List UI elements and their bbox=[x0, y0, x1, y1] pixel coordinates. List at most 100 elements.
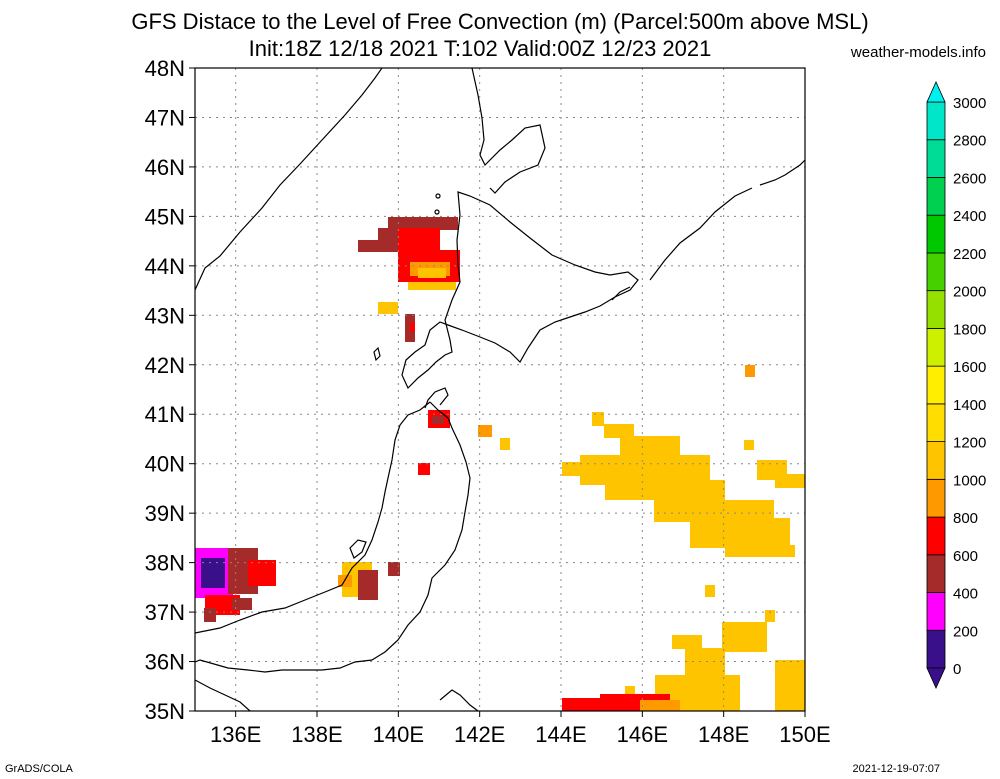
convection-cell bbox=[765, 610, 775, 622]
coastline bbox=[195, 68, 805, 711]
convection-cell bbox=[604, 424, 634, 438]
chart-subtitle: Init:18Z 12/18 2021 T:102 Valid:00Z 12/2… bbox=[248, 36, 712, 61]
colorbar-label: 2400 bbox=[953, 208, 986, 225]
convection-cell bbox=[204, 608, 216, 622]
plot-frame bbox=[194, 67, 806, 712]
footer-timestamp: 2021-12-19-07:07 bbox=[852, 763, 940, 775]
convection-cell bbox=[654, 500, 774, 522]
convection-cell bbox=[388, 562, 400, 576]
colorbar-label: 400 bbox=[953, 586, 978, 603]
convection-cell bbox=[410, 322, 415, 332]
convection-cell bbox=[388, 217, 458, 230]
convection-cell bbox=[378, 302, 398, 314]
lat-label: 38N bbox=[145, 551, 185, 576]
lon-label: 148E bbox=[698, 722, 749, 747]
lat-label: 45N bbox=[145, 204, 185, 229]
convection-cell bbox=[432, 416, 444, 424]
lon-label: 150E bbox=[779, 722, 830, 747]
convection-cell bbox=[418, 268, 446, 278]
convection-cell bbox=[672, 635, 702, 649]
colorbar-label: 800 bbox=[953, 510, 978, 527]
colorbar-low-arrow bbox=[926, 667, 946, 689]
colorbar-label: 3000 bbox=[953, 95, 986, 112]
convection-cell bbox=[705, 585, 715, 597]
convection-cell bbox=[690, 518, 790, 548]
convection-cell bbox=[408, 282, 456, 290]
colorbar-segment bbox=[926, 441, 946, 480]
colorbar-label: 2200 bbox=[953, 246, 986, 263]
latitude-labels: 35N 36N 37N 38N 39N 40N 41N 42N 43N 44N 45N 46N 47N 4… bbox=[145, 56, 195, 724]
convection-cell bbox=[592, 412, 604, 426]
lon-label: 140E bbox=[373, 722, 424, 747]
convection-cell bbox=[201, 558, 225, 588]
colorbar-segment bbox=[926, 214, 946, 254]
lat-label: 37N bbox=[145, 600, 185, 625]
colorbar-label: 1600 bbox=[953, 359, 986, 376]
colorbar-segment bbox=[926, 252, 946, 292]
colorbar-label: 2800 bbox=[953, 133, 986, 150]
footer-left: GrADS/COLA bbox=[5, 763, 73, 775]
gridlines bbox=[195, 68, 805, 711]
colorbar-label: 0 bbox=[953, 661, 961, 678]
lat-label: 41N bbox=[145, 402, 185, 427]
colorbar-segment bbox=[926, 290, 946, 329]
lat-label: 47N bbox=[145, 105, 185, 130]
colorbar-segment bbox=[926, 478, 946, 518]
colorbar-segment bbox=[926, 516, 946, 556]
chart-title: GFS Distace to the Level of Free Convect… bbox=[131, 9, 869, 34]
website-label: weather-models.info bbox=[850, 44, 986, 61]
convection-cell bbox=[378, 228, 398, 242]
lon-label: 146E bbox=[617, 722, 668, 747]
convection-cell bbox=[232, 598, 252, 610]
lat-label: 43N bbox=[145, 303, 185, 328]
convection-cell bbox=[562, 698, 602, 711]
colorbar-label: 1200 bbox=[953, 435, 986, 452]
convection-cell bbox=[500, 438, 510, 450]
lat-label: 36N bbox=[145, 650, 185, 675]
lat-label: 35N bbox=[145, 699, 185, 724]
colorbar-segment bbox=[926, 403, 946, 443]
colorbar-segment bbox=[926, 327, 946, 367]
colorbar-label: 200 bbox=[953, 623, 978, 640]
longitude-labels: 136E 138E 140E 142E 144E 146E 148E 150E bbox=[210, 711, 831, 747]
convection-cell bbox=[640, 700, 680, 711]
colorbar-segment bbox=[926, 365, 946, 405]
lon-label: 136E bbox=[210, 722, 261, 747]
lat-label: 46N bbox=[145, 155, 185, 180]
lat-label: 40N bbox=[145, 452, 185, 477]
colorbar-segment bbox=[926, 629, 946, 669]
colorbar-segment bbox=[926, 592, 946, 631]
convection-cell bbox=[248, 560, 276, 586]
lat-label: 42N bbox=[145, 353, 185, 378]
convection-cell bbox=[418, 463, 430, 475]
lon-label: 144E bbox=[535, 722, 586, 747]
convection-cell bbox=[685, 648, 725, 678]
convection-cell bbox=[775, 660, 805, 711]
colorbar: 0 200 400 600 800 1000 1200 1400 1600 1800 2000 220… bbox=[926, 81, 986, 689]
colorbar-high-arrow bbox=[926, 81, 946, 103]
colorbar-segment bbox=[926, 554, 946, 593]
colorbar-label: 2000 bbox=[953, 284, 986, 301]
convection-cell bbox=[605, 480, 725, 500]
convection-cell bbox=[620, 436, 680, 456]
lon-label: 142E bbox=[454, 722, 505, 747]
lat-label: 44N bbox=[145, 254, 185, 279]
colorbar-segment bbox=[926, 139, 946, 178]
colorbar-label: 2600 bbox=[953, 170, 986, 187]
lat-label: 39N bbox=[145, 501, 185, 526]
convection-cell bbox=[625, 686, 635, 698]
colorbar-label: 1000 bbox=[953, 472, 986, 489]
colorbar-label: 1800 bbox=[953, 321, 986, 338]
colorbar-label: 1400 bbox=[953, 397, 986, 414]
convection-cell bbox=[745, 365, 755, 377]
colorbar-segment bbox=[926, 177, 946, 216]
convection-cell bbox=[775, 474, 805, 488]
colorbar-label: 600 bbox=[953, 548, 978, 565]
colorbar-segment bbox=[926, 101, 946, 141]
convection-cell bbox=[478, 425, 492, 437]
convection-cell bbox=[722, 622, 767, 652]
lon-label: 138E bbox=[291, 722, 342, 747]
convection-cell bbox=[358, 570, 378, 600]
convection-cell bbox=[725, 545, 795, 557]
